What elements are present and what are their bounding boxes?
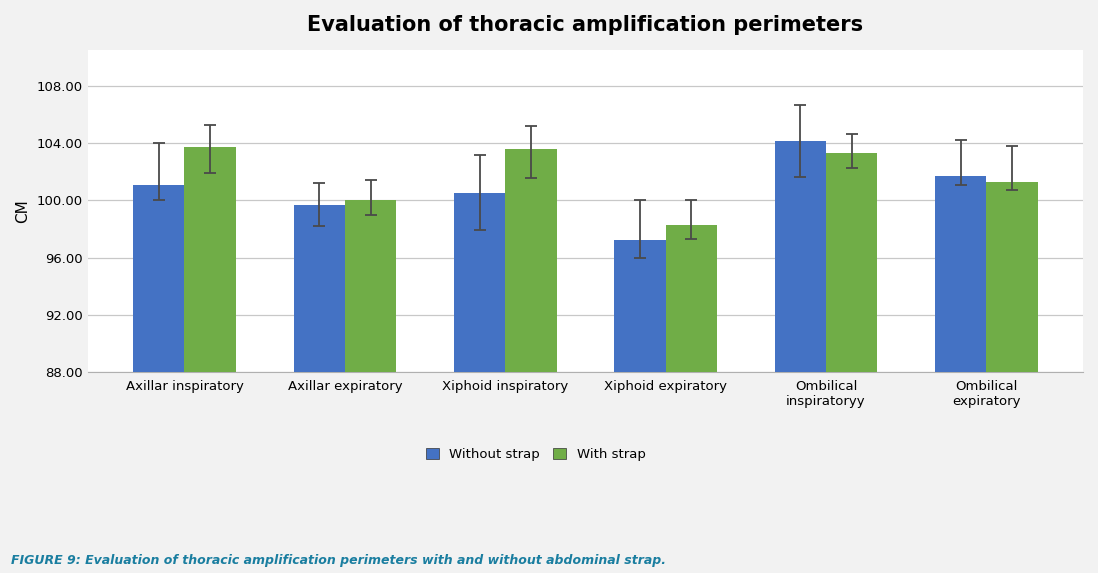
Bar: [826, 152, 877, 372]
Bar: [293, 205, 345, 372]
Bar: [505, 149, 557, 372]
Text: FIGURE 9: Evaluation of thoracic amplification perimeters with and without abdom: FIGURE 9: Evaluation of thoracic amplifi…: [11, 554, 666, 567]
Bar: [184, 147, 236, 372]
Y-axis label: CM: CM: [15, 199, 30, 223]
Bar: [665, 225, 717, 372]
Bar: [986, 182, 1038, 372]
Title: Evaluation of thoracic amplification perimeters: Evaluation of thoracic amplification per…: [307, 15, 863, 35]
Bar: [453, 193, 505, 372]
Legend: Without strap, With strap: Without strap, With strap: [419, 442, 652, 468]
Bar: [345, 200, 396, 372]
Bar: [775, 141, 826, 372]
Bar: [935, 176, 986, 372]
Bar: [615, 241, 665, 372]
Bar: [133, 185, 184, 372]
